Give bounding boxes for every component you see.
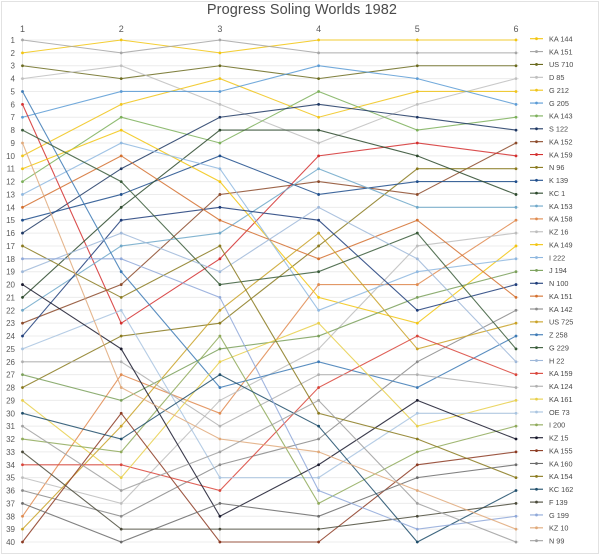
svg-text:7: 7	[11, 113, 16, 122]
svg-text:9: 9	[11, 139, 16, 148]
svg-text:S 122: S 122	[549, 125, 568, 134]
svg-text:KA 144: KA 144	[549, 35, 573, 44]
svg-text:KA 158: KA 158	[549, 215, 573, 224]
svg-text:36: 36	[6, 487, 15, 496]
svg-text:Z 258: Z 258	[549, 331, 568, 340]
svg-text:2: 2	[11, 49, 16, 58]
svg-text:KA 149: KA 149	[549, 240, 573, 249]
svg-text:KA 159: KA 159	[549, 150, 573, 159]
svg-text:KA 151: KA 151	[549, 292, 573, 301]
svg-text:1: 1	[11, 36, 16, 45]
svg-text:34: 34	[6, 461, 15, 470]
svg-text:K 139: K 139	[549, 176, 568, 185]
svg-text:OE 73: OE 73	[549, 408, 570, 417]
svg-text:39: 39	[6, 525, 15, 534]
svg-text:KA 151: KA 151	[549, 47, 573, 56]
svg-text:3: 3	[217, 24, 222, 34]
svg-text:KZ 10: KZ 10	[549, 524, 568, 533]
svg-text:G 205: G 205	[549, 99, 569, 108]
svg-text:14: 14	[6, 203, 15, 212]
svg-text:31: 31	[6, 422, 15, 431]
svg-text:17: 17	[6, 242, 15, 251]
svg-text:40: 40	[6, 538, 15, 547]
svg-text:G 212: G 212	[549, 86, 569, 95]
svg-text:1: 1	[20, 24, 25, 34]
svg-text:16: 16	[6, 229, 15, 238]
svg-text:KA 124: KA 124	[549, 382, 573, 391]
svg-text:13: 13	[6, 190, 15, 199]
svg-text:KZ 15: KZ 15	[549, 434, 568, 443]
svg-text:26: 26	[6, 358, 15, 367]
svg-text:5: 5	[415, 24, 420, 34]
svg-text:6: 6	[513, 24, 518, 34]
svg-text:KA 155: KA 155	[549, 446, 573, 455]
svg-text:N 96: N 96	[549, 163, 564, 172]
svg-text:KA 161: KA 161	[549, 395, 573, 404]
svg-text:H 22: H 22	[549, 356, 564, 365]
svg-text:19: 19	[6, 268, 15, 277]
svg-text:KA 152: KA 152	[549, 137, 573, 146]
svg-text:KA 153: KA 153	[549, 202, 573, 211]
svg-text:8: 8	[11, 126, 16, 135]
svg-text:D 85: D 85	[549, 73, 564, 82]
svg-text:11: 11	[7, 165, 16, 174]
svg-text:27: 27	[6, 371, 15, 380]
svg-text:KA 159: KA 159	[549, 369, 573, 378]
svg-text:G 199: G 199	[549, 511, 569, 520]
svg-text:KA 142: KA 142	[549, 305, 573, 314]
svg-text:KZ 16: KZ 16	[549, 228, 568, 237]
svg-text:I 200: I 200	[549, 421, 565, 430]
svg-text:I 222: I 222	[549, 253, 565, 262]
svg-text:22: 22	[6, 306, 15, 315]
svg-text:4: 4	[316, 24, 321, 34]
svg-text:US 710: US 710	[549, 60, 573, 69]
svg-text:33: 33	[6, 448, 15, 457]
svg-text:23: 23	[6, 319, 15, 328]
svg-text:5: 5	[11, 87, 16, 96]
svg-text:US 725: US 725	[549, 318, 573, 327]
svg-text:35: 35	[6, 474, 15, 483]
svg-text:21: 21	[6, 293, 15, 302]
svg-text:25: 25	[6, 345, 15, 354]
svg-text:15: 15	[6, 216, 15, 225]
svg-text:20: 20	[6, 281, 15, 290]
svg-text:28: 28	[6, 384, 15, 393]
svg-text:3: 3	[11, 62, 16, 71]
svg-text:12: 12	[6, 178, 15, 187]
svg-text:6: 6	[11, 100, 16, 109]
svg-text:J 194: J 194	[549, 266, 567, 275]
svg-text:N 99: N 99	[549, 537, 564, 546]
svg-text:18: 18	[6, 255, 15, 264]
svg-text:38: 38	[6, 512, 15, 521]
svg-text:N 100: N 100	[549, 279, 568, 288]
svg-text:32: 32	[6, 435, 15, 444]
svg-text:F 139: F 139	[549, 498, 568, 507]
svg-text:10: 10	[6, 152, 15, 161]
svg-text:KC 162: KC 162	[549, 485, 573, 494]
svg-text:G 229: G 229	[549, 343, 569, 352]
svg-text:29: 29	[6, 396, 15, 405]
svg-text:4: 4	[11, 75, 16, 84]
svg-text:KC 1: KC 1	[549, 189, 565, 198]
svg-text:KA 160: KA 160	[549, 459, 573, 468]
svg-text:2: 2	[119, 24, 124, 34]
svg-text:KA 143: KA 143	[549, 112, 573, 121]
svg-text:KA 154: KA 154	[549, 472, 573, 481]
svg-text:30: 30	[6, 409, 15, 418]
svg-text:37: 37	[6, 499, 15, 508]
svg-text:24: 24	[6, 332, 15, 341]
